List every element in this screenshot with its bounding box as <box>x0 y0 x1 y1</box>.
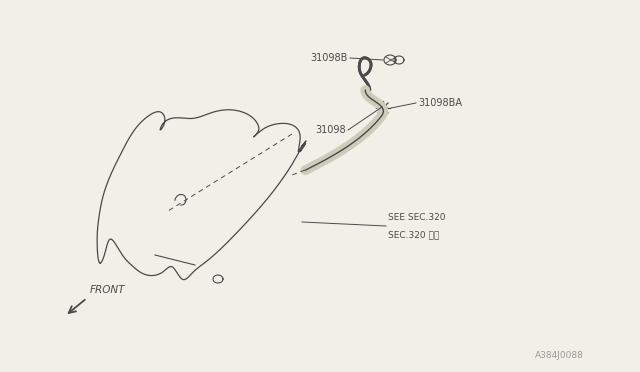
Text: SEC.320 参照: SEC.320 参照 <box>388 230 439 239</box>
Text: SEE SEC.320: SEE SEC.320 <box>388 213 445 222</box>
Text: 31098B: 31098B <box>310 53 348 63</box>
Text: 31098BA: 31098BA <box>418 98 462 108</box>
Text: A384J0088: A384J0088 <box>535 351 584 360</box>
Text: 31098: 31098 <box>316 125 346 135</box>
Text: FRONT: FRONT <box>90 285 125 295</box>
